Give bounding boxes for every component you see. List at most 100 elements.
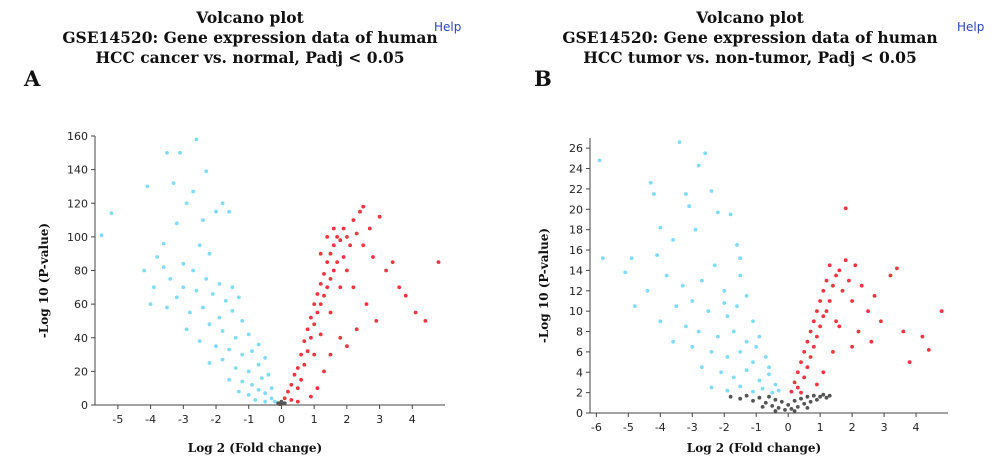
help-link-b[interactable]: Help bbox=[957, 20, 985, 34]
scatter-point-down bbox=[731, 375, 736, 380]
scatter-point-down bbox=[269, 396, 274, 401]
scatter-point-up bbox=[351, 285, 356, 290]
scatter-point-down bbox=[240, 319, 245, 323]
scatter-point-up bbox=[834, 319, 838, 324]
panel-a: Volcano plot GSE14520: Gene expression d… bbox=[24, 8, 462, 455]
y-tick-label: 20 bbox=[74, 365, 88, 378]
scatter-point-down bbox=[680, 283, 685, 288]
scatter-point-ns bbox=[773, 397, 778, 402]
scatter-point-down bbox=[259, 376, 264, 380]
scatter-point-up bbox=[374, 319, 379, 323]
scatter-point-down bbox=[600, 256, 605, 261]
scatter-point-down bbox=[658, 319, 663, 324]
scatter-point-ns bbox=[776, 406, 781, 410]
scatter-point-down bbox=[246, 332, 251, 337]
scatter-point-down bbox=[223, 298, 228, 303]
scatter-point-up bbox=[856, 329, 861, 334]
plot-svg-a: 0 20 40 60 80 100 120 140 160 -5 -4 -3 -2 -1 0 1 2 3 4 Log … bbox=[37, 130, 445, 455]
scatter-point-down bbox=[168, 277, 173, 281]
scatter-point-up bbox=[295, 399, 300, 404]
scatter-point-up bbox=[335, 235, 339, 239]
scatter-point-down bbox=[671, 238, 675, 242]
scatter-point-ns bbox=[799, 396, 803, 401]
scatter-point-up bbox=[920, 334, 925, 339]
scatter-point-down bbox=[194, 288, 199, 293]
scatter-point-up bbox=[403, 293, 408, 298]
scatter-point-down bbox=[700, 278, 704, 283]
scatter-point-down bbox=[716, 334, 720, 339]
scatter-point-up bbox=[384, 268, 388, 273]
scatter-point-down bbox=[253, 398, 258, 402]
scatter-point-down bbox=[731, 329, 736, 334]
scatter-point-up bbox=[354, 231, 359, 236]
scatter-point-up bbox=[341, 226, 346, 231]
x-tick-label: 1 bbox=[817, 421, 824, 434]
scatter-point-down bbox=[674, 304, 679, 308]
scatter-point-up bbox=[850, 299, 854, 303]
scatter-point-down bbox=[754, 344, 759, 349]
scatter-point-down bbox=[109, 211, 114, 216]
scatter-point-down bbox=[767, 372, 771, 377]
scatter-point-ns bbox=[763, 400, 768, 405]
title-line: Volcano plot bbox=[696, 8, 804, 27]
scatter-point-up bbox=[325, 285, 330, 290]
scatter-point-up bbox=[808, 329, 813, 334]
x-tick-label: -5 bbox=[112, 413, 123, 426]
scatter-point-up bbox=[821, 314, 826, 319]
scatter-point-up bbox=[371, 255, 375, 259]
scatter-point-up bbox=[799, 390, 803, 395]
scatter-point-ns bbox=[821, 392, 826, 397]
scatter-point-down bbox=[738, 350, 743, 354]
scatter-point-up bbox=[792, 380, 797, 385]
scatter-point-up bbox=[847, 278, 851, 283]
scatter-point-down bbox=[263, 391, 267, 396]
scatter-point-down bbox=[751, 389, 755, 394]
scatter-point-down bbox=[165, 150, 169, 155]
x-tick-label: 1 bbox=[311, 413, 318, 426]
scatter-point-down bbox=[148, 302, 153, 306]
scatter-point-down bbox=[722, 301, 727, 305]
scatter-point-up bbox=[926, 348, 931, 352]
scatter-point-ns bbox=[757, 395, 762, 400]
scatter-point-ns bbox=[815, 397, 819, 402]
scatter-point-down bbox=[246, 393, 251, 397]
x-tick-label: -2 bbox=[211, 413, 222, 426]
x-tick-label: -4 bbox=[145, 413, 156, 426]
scatter-point-down bbox=[706, 309, 711, 313]
scatter-point-down bbox=[696, 163, 701, 168]
scatter-point-up bbox=[805, 365, 810, 370]
scatter-point-down bbox=[184, 327, 189, 332]
scatter-point-up bbox=[815, 309, 819, 313]
scatter-point-down bbox=[735, 304, 739, 308]
x-tick-label: -1 bbox=[243, 413, 254, 426]
scatter-point-down bbox=[240, 352, 245, 357]
scatter-point-down bbox=[207, 361, 212, 365]
title-line: GSE14520: Gene expression data of human bbox=[562, 28, 938, 47]
scatter-point-down bbox=[250, 382, 254, 387]
scatter-point-up bbox=[299, 377, 303, 382]
scatter-point-up bbox=[824, 278, 829, 283]
scatter-point-up bbox=[808, 355, 813, 359]
scatter-point-up bbox=[286, 389, 290, 394]
scatter-point-up bbox=[802, 375, 807, 380]
scatter-point-down bbox=[687, 204, 691, 209]
help-link-a[interactable]: Help bbox=[434, 20, 462, 34]
scatter-point-down bbox=[684, 324, 688, 329]
y-tick-label: 6 bbox=[576, 346, 583, 359]
scatter-point-down bbox=[722, 288, 727, 293]
scatter-point-down bbox=[623, 270, 628, 275]
x-tick-label: -3 bbox=[178, 413, 189, 426]
scatter-point-up bbox=[361, 204, 366, 209]
y-tick-label: 12 bbox=[569, 285, 583, 298]
scatter-point-up bbox=[282, 396, 287, 401]
x-tick-label: 0 bbox=[278, 413, 285, 426]
scatter-point-up bbox=[837, 268, 842, 273]
scatter-point-ns bbox=[744, 393, 749, 398]
x-tick-label: -5 bbox=[623, 421, 634, 434]
scatter-point-down bbox=[155, 255, 160, 259]
scatter-point-down bbox=[690, 299, 695, 303]
scatter-point-up bbox=[397, 285, 402, 290]
scatter-point-up bbox=[364, 302, 369, 306]
scatter-point-down bbox=[227, 377, 232, 382]
